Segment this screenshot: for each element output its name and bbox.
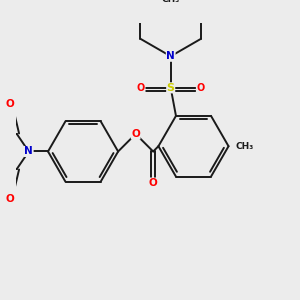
Text: CH₃: CH₃ bbox=[162, 0, 180, 4]
Text: O: O bbox=[5, 99, 14, 109]
Text: O: O bbox=[196, 83, 205, 93]
Text: O: O bbox=[5, 194, 14, 204]
Text: O: O bbox=[149, 178, 158, 188]
Text: N: N bbox=[24, 146, 33, 157]
Text: O: O bbox=[131, 129, 140, 139]
Text: S: S bbox=[167, 83, 175, 93]
Text: O: O bbox=[137, 83, 145, 93]
Text: CH₃: CH₃ bbox=[236, 142, 254, 151]
Text: N: N bbox=[166, 51, 175, 61]
